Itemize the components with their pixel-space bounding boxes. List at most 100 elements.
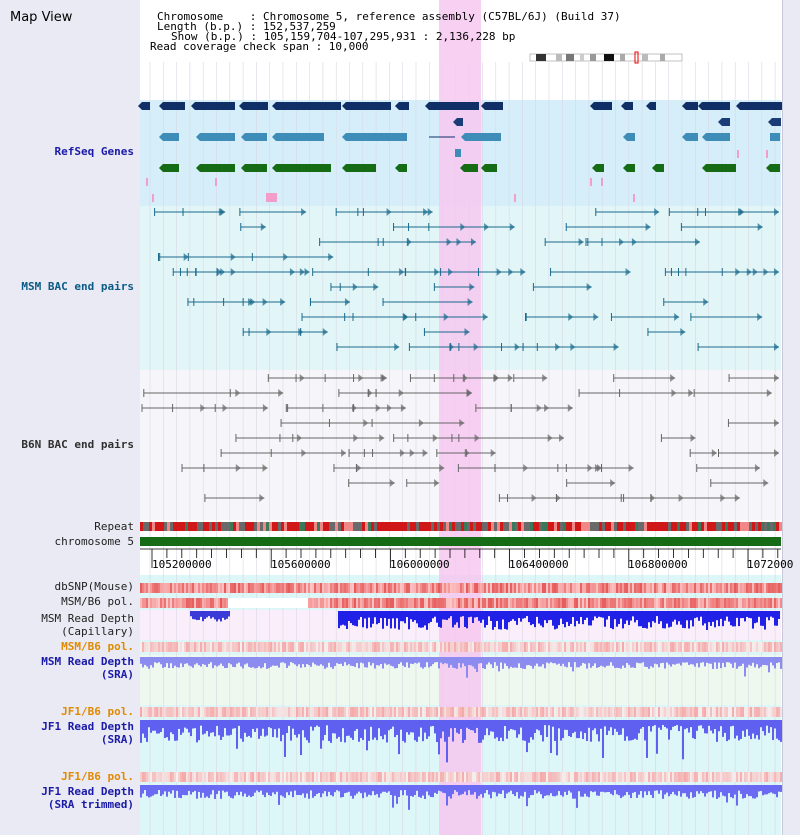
heat-cell — [574, 583, 576, 593]
heat-cell — [728, 598, 730, 608]
track-label-dbsnp[interactable]: dbSNP(Mouse) — [54, 580, 134, 593]
heat-cell — [384, 642, 386, 652]
track-label-msm-depth-sra[interactable]: MSM Read Depth — [41, 655, 134, 668]
track-label-repeat[interactable]: Repeat — [94, 520, 134, 533]
track-label-jf1-b6-pol[interactable]: JF1/B6 pol. — [61, 705, 134, 718]
track-label-msm-b6-pol[interactable]: MSM/B6 pol. — [61, 595, 134, 608]
gene-mark — [601, 178, 603, 186]
repeat-feature — [254, 522, 257, 531]
depth-bar — [472, 657, 474, 667]
depth-bar — [318, 657, 320, 666]
bac-end-marker — [774, 449, 779, 457]
repeat-feature — [650, 522, 653, 531]
depth-bar — [570, 611, 572, 624]
depth-bar — [752, 657, 754, 663]
heat-cell — [710, 642, 712, 652]
heat-cell — [418, 598, 420, 608]
heat-cell — [316, 707, 318, 717]
gene-arrow — [138, 102, 142, 110]
heat-cell — [494, 772, 496, 782]
heat-cell — [630, 583, 632, 593]
heat-cell — [650, 583, 652, 593]
heat-cell — [470, 598, 472, 608]
depth-bar — [688, 611, 690, 629]
heat-cell — [186, 583, 188, 593]
depth-bar — [706, 785, 708, 794]
gene-feature — [770, 133, 780, 141]
track-label-msm-depth-capillary[interactable]: MSM Read Depth — [41, 612, 134, 625]
depth-bar — [532, 720, 534, 740]
depth-bar — [414, 611, 416, 621]
heat-cell — [430, 707, 432, 717]
heat-cell — [206, 772, 208, 782]
depth-bar — [384, 720, 386, 735]
repeat-feature — [626, 522, 629, 531]
heat-cell — [432, 642, 434, 652]
heat-cell — [532, 772, 534, 782]
depth-bar — [628, 785, 630, 795]
heat-cell — [590, 583, 592, 593]
repeat-feature — [338, 522, 341, 531]
heat-cell — [770, 583, 772, 593]
heat-cell — [402, 598, 404, 608]
depth-bar — [558, 657, 560, 664]
right-scroll-rail[interactable] — [782, 0, 800, 835]
repeat-feature — [140, 522, 143, 531]
heat-cell — [382, 583, 384, 593]
depth-bar — [434, 611, 436, 617]
track-label-refseq[interactable]: RefSeq Genes — [54, 145, 134, 158]
heat-cell — [378, 598, 380, 608]
depth-bar — [734, 611, 736, 627]
heat-cell — [614, 707, 616, 717]
depth-bar — [336, 657, 338, 664]
heat-cell — [448, 772, 450, 782]
depth-bar — [198, 657, 200, 666]
track-label-msm-bac[interactable]: MSM BAC end pairs — [21, 280, 134, 293]
track-label-jf1-depth-trimmed[interactable]: JF1 Read Depth — [41, 785, 134, 798]
heat-cell — [454, 642, 456, 652]
depth-bar — [396, 785, 398, 804]
heat-cell — [440, 642, 442, 652]
depth-bar — [342, 657, 344, 667]
heat-cell — [192, 598, 194, 608]
gene-arrow — [159, 102, 163, 110]
heat-cell — [260, 772, 262, 782]
track-label-jf1-b6-pol-trimmed[interactable]: JF1/B6 pol. — [61, 770, 134, 783]
track-label-msm-b6-pol-sra[interactable]: MSM/B6 pol. — [61, 640, 134, 653]
depth-bar — [446, 611, 448, 621]
depth-bar — [522, 657, 524, 669]
depth-bar — [624, 611, 626, 624]
depth-bar — [598, 611, 600, 617]
depth-bar — [366, 657, 368, 668]
heat-cell — [216, 642, 218, 652]
bac-end-marker — [774, 419, 779, 427]
track-label-jf1-depth-sra[interactable]: JF1 Read Depth — [41, 720, 134, 733]
depth-bar — [390, 720, 392, 729]
depth-bar — [772, 611, 774, 618]
heat-cell — [192, 583, 194, 593]
depth-bar — [576, 720, 578, 739]
depth-bar — [208, 785, 210, 798]
depth-bar — [392, 611, 394, 619]
heat-cell — [502, 642, 504, 652]
heat-cell — [338, 707, 340, 717]
depth-bar — [560, 611, 562, 619]
depth-bar — [632, 611, 634, 617]
depth-bar — [464, 785, 466, 792]
depth-bar — [220, 611, 222, 622]
heat-cell — [458, 583, 460, 593]
depth-bar — [174, 785, 176, 798]
depth-bar — [234, 720, 236, 729]
depth-bar — [376, 785, 378, 795]
depth-bar — [194, 611, 196, 620]
heat-cell — [688, 772, 690, 782]
depth-bar — [198, 720, 200, 741]
depth-bar — [324, 785, 326, 792]
track-label-chromosome[interactable]: chromosome 5 — [54, 535, 134, 548]
heat-cell — [736, 707, 738, 717]
repeat-feature — [356, 522, 359, 531]
track-label-b6n-bac[interactable]: B6N BAC end pairs — [21, 438, 134, 451]
depth-bar — [586, 720, 588, 741]
heat-cell — [496, 772, 498, 782]
